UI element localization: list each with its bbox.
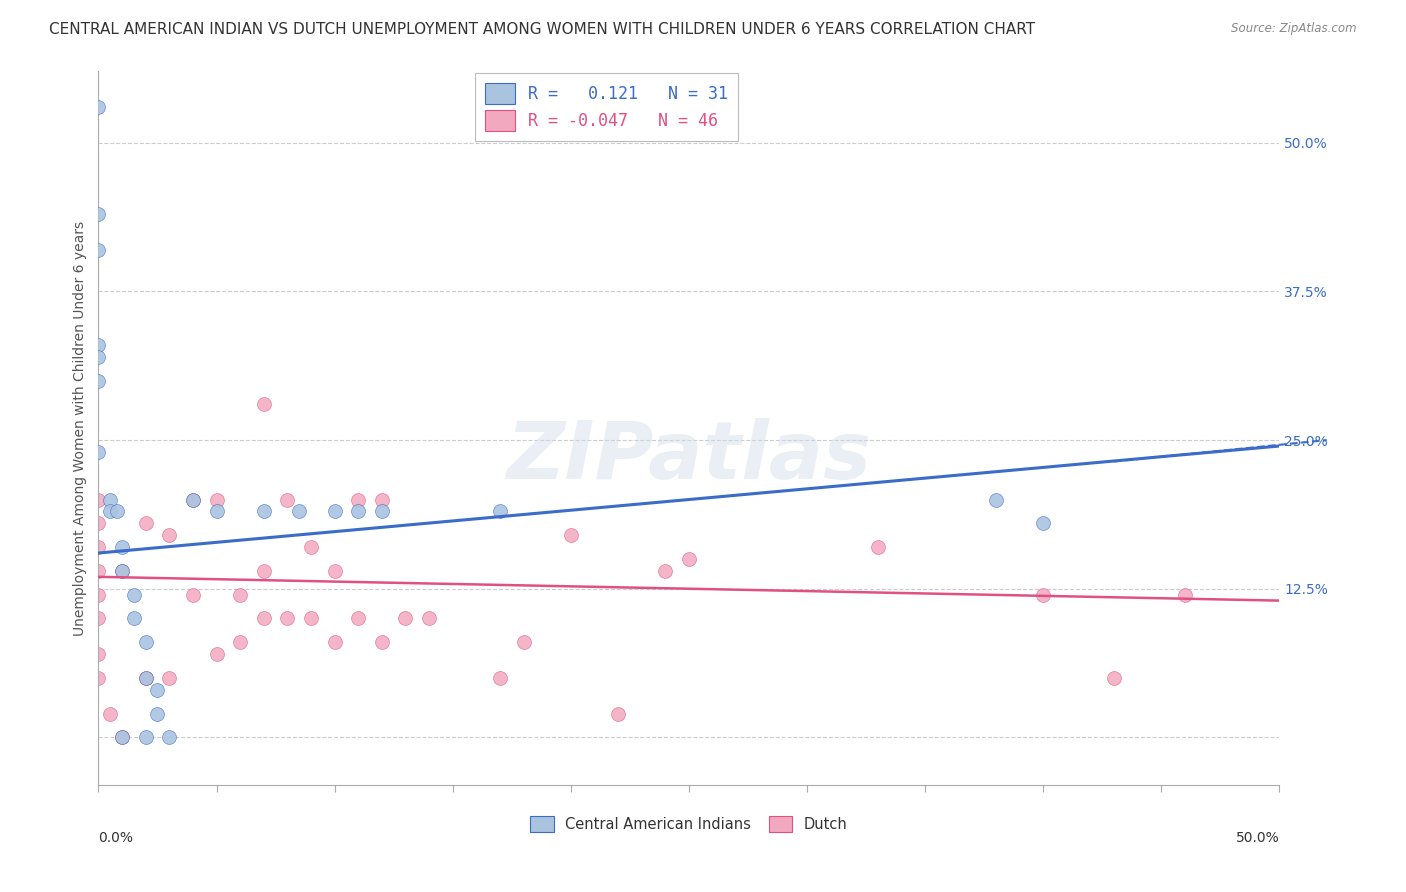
Point [87, 564, 110, 578]
Text: 50.0%: 50.0% [1236, 831, 1279, 846]
Point [181, 492, 204, 507]
Point [323, 564, 346, 578]
Point [489, 504, 512, 518]
Point [87, 588, 110, 602]
Point [866, 540, 889, 554]
Point [87, 540, 110, 554]
Point [253, 564, 276, 578]
Point [394, 611, 416, 625]
Point [111, 564, 134, 578]
Point [122, 611, 145, 625]
Point [157, 731, 180, 745]
Point [205, 492, 228, 507]
Point [87, 100, 110, 114]
Point [512, 635, 534, 649]
Point [253, 611, 276, 625]
Point [371, 635, 394, 649]
Point [984, 492, 1007, 507]
Point [135, 671, 157, 685]
Point [122, 588, 145, 602]
Point [181, 588, 204, 602]
Point [607, 706, 630, 721]
Point [135, 516, 157, 531]
Point [371, 492, 394, 507]
Point [146, 682, 169, 697]
Point [87, 243, 110, 257]
Point [98, 706, 121, 721]
Point [1174, 588, 1197, 602]
Text: CENTRAL AMERICAN INDIAN VS DUTCH UNEMPLOYMENT AMONG WOMEN WITH CHILDREN UNDER 6 : CENTRAL AMERICAN INDIAN VS DUTCH UNEMPLO… [49, 22, 1035, 37]
Point [560, 528, 582, 542]
Point [146, 706, 169, 721]
Point [111, 731, 134, 745]
Point [87, 516, 110, 531]
Point [371, 504, 394, 518]
Point [87, 350, 110, 364]
Point [87, 647, 110, 661]
Point [135, 671, 157, 685]
Point [87, 445, 110, 459]
Point [87, 671, 110, 685]
Point [87, 374, 110, 388]
Point [323, 504, 346, 518]
Y-axis label: Unemployment Among Women with Children Under 6 years: Unemployment Among Women with Children U… [73, 220, 87, 636]
Point [253, 397, 276, 411]
Point [299, 611, 322, 625]
Point [181, 492, 204, 507]
Point [654, 564, 676, 578]
Point [111, 564, 134, 578]
Text: ZIPatlas: ZIPatlas [506, 417, 872, 496]
Point [1102, 671, 1125, 685]
Point [418, 611, 440, 625]
Point [1032, 516, 1054, 531]
Point [489, 671, 512, 685]
Point [229, 588, 252, 602]
Text: Source: ZipAtlas.com: Source: ZipAtlas.com [1232, 22, 1357, 36]
Legend: Central American Indians, Dutch: Central American Indians, Dutch [524, 810, 853, 838]
Point [98, 504, 121, 518]
Point [157, 528, 180, 542]
Point [205, 647, 228, 661]
Point [323, 635, 346, 649]
Point [135, 731, 157, 745]
Point [347, 492, 370, 507]
Point [87, 492, 110, 507]
Point [157, 671, 180, 685]
Point [87, 207, 110, 221]
Point [1032, 588, 1054, 602]
Point [288, 504, 311, 518]
Point [276, 492, 298, 507]
Point [205, 504, 228, 518]
Point [105, 504, 128, 518]
Point [229, 635, 252, 649]
Point [111, 731, 134, 745]
Point [253, 504, 276, 518]
Text: 0.0%: 0.0% [98, 831, 134, 846]
Point [135, 635, 157, 649]
Point [299, 540, 322, 554]
Point [276, 611, 298, 625]
Point [87, 611, 110, 625]
Point [678, 552, 700, 566]
Point [111, 540, 134, 554]
Point [87, 338, 110, 352]
Point [347, 504, 370, 518]
Point [347, 611, 370, 625]
Point [98, 492, 121, 507]
